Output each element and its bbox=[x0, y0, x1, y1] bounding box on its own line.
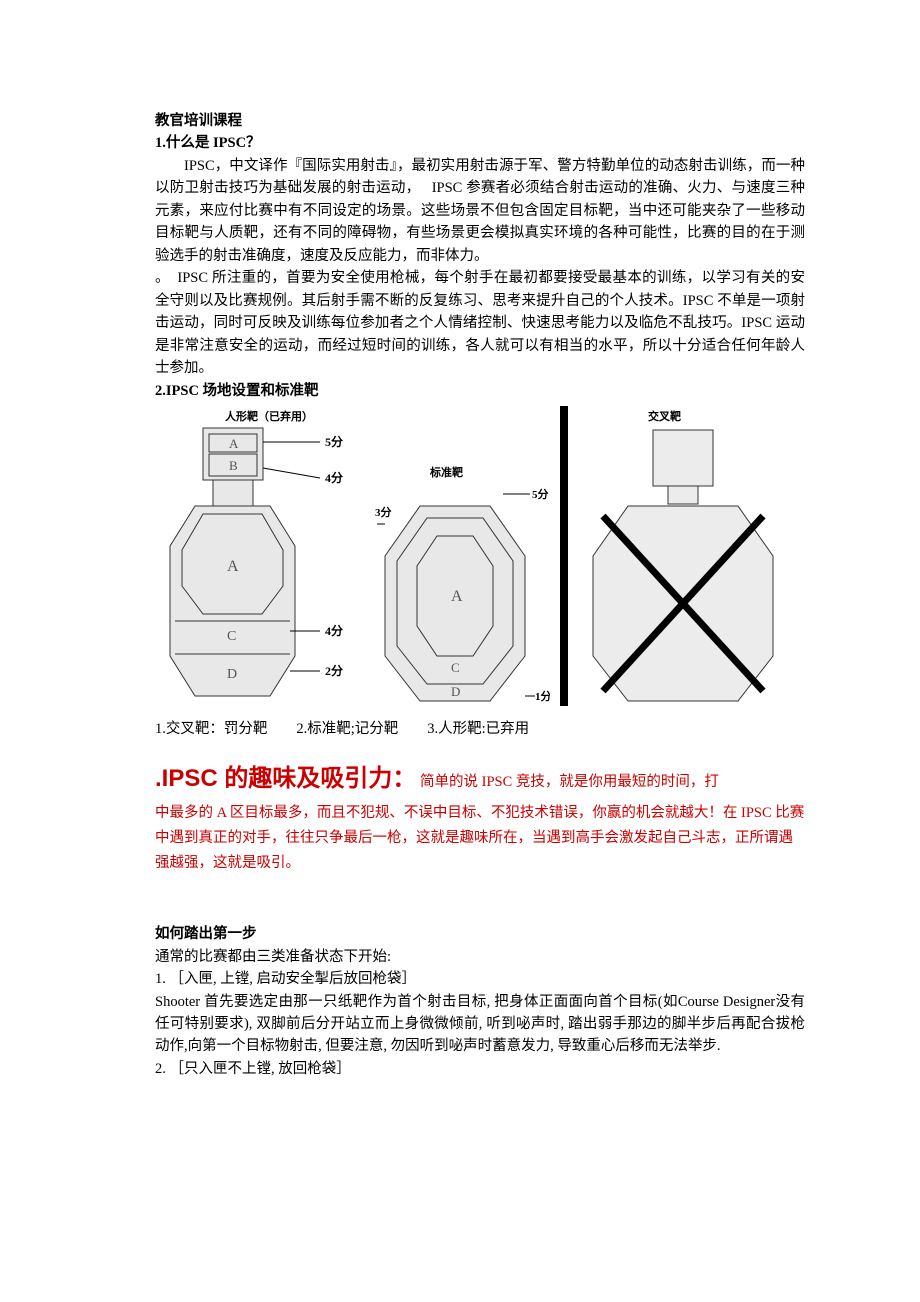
zone-c-body: C bbox=[227, 629, 236, 644]
std-score-3: 3分 bbox=[375, 505, 392, 519]
std-score-1: 1分 bbox=[535, 689, 550, 703]
section-4-heading: 如何踏出第一步 bbox=[155, 923, 805, 945]
human-target-diagram: 人形靶（已弃用） A B A C D 5分 bbox=[155, 406, 365, 713]
zone-b-head: B bbox=[229, 458, 238, 473]
course-title: 教官培训课程 bbox=[155, 110, 805, 132]
section-4: 如何踏出第一步 通常的比赛都由三类准备状态下开始: 1. ［入匣, 上镗, 启动… bbox=[155, 923, 805, 1080]
section-2-heading: 2.IPSC 场地设置和标准靶 bbox=[155, 380, 805, 402]
fun-body-line1: 简单的说 IPSC 竞技，就是你用最短的时间，打 bbox=[420, 774, 719, 790]
std-score-5: 5分 bbox=[532, 487, 549, 501]
standard-target-label: 标准靶 bbox=[429, 465, 463, 479]
fun-body-rest: 中最多的 A 区目标最多，而且不犯规、不误中目标、不犯技术错误，你赢的机会就越大… bbox=[155, 801, 805, 875]
zone-a-body: A bbox=[227, 558, 239, 575]
section-1-heading: 1.什么是 IPSC？ bbox=[155, 132, 805, 154]
std-zone-d: D bbox=[451, 684, 460, 699]
zone-a-head: A bbox=[229, 436, 239, 451]
diagram-divider bbox=[560, 406, 568, 706]
standard-target-diagram: 标准靶 A C D 5分 3分 1分 bbox=[375, 406, 550, 713]
section-1-paragraph-2: 。 IPSC 所注重的，首要为安全使用枪械，每个射手在最初都要接受最基本的训练，… bbox=[155, 267, 805, 379]
cross-target-label: 交叉靶 bbox=[648, 409, 681, 423]
step-2-title: 2. ［只入匣不上镗, 放回枪袋］ bbox=[155, 1058, 805, 1080]
document-page: 教官培训课程 1.什么是 IPSC？ IPSC，中文译作『国际实用射击』，最初实… bbox=[0, 0, 920, 1160]
std-zone-c: C bbox=[451, 660, 460, 675]
diagram-caption: 1.交叉靶：罚分靶 2.标准靶;记分靶 3.人形靶:已弃用 bbox=[155, 718, 805, 740]
score-5: 5分 bbox=[325, 434, 343, 449]
cross-target-diagram: 交叉靶 bbox=[578, 406, 788, 713]
fun-title: .IPSC 的趣味及吸引力： bbox=[155, 765, 416, 792]
target-diagram-row: 人形靶（已弃用） A B A C D 5分 bbox=[155, 406, 805, 713]
score-4a: 4分 bbox=[325, 470, 343, 485]
human-target-label: 人形靶（已弃用） bbox=[225, 409, 313, 423]
step-1-title: 1. ［入匣, 上镗, 启动安全掣后放回枪袋］ bbox=[155, 968, 805, 990]
score-2: 2分 bbox=[325, 663, 343, 678]
section-3-fun: .IPSC 的趣味及吸引力： 简单的说 IPSC 竞技，就是你用最短的时间，打 … bbox=[155, 760, 805, 875]
section-4-intro: 通常的比赛都由三类准备状态下开始: bbox=[155, 946, 805, 968]
step-1-body: Shooter 首先要选定由那一只纸靶作为首个射击目标, 把身体正面面向首个目标… bbox=[155, 991, 805, 1058]
section-1-paragraph-1: IPSC，中文译作『国际实用射击』，最初实用射击源于军、警方特勤单位的动态射击训… bbox=[155, 155, 805, 267]
score-4b: 4分 bbox=[325, 623, 343, 638]
zone-d-body: D bbox=[227, 667, 237, 682]
std-zone-a: A bbox=[451, 588, 463, 605]
